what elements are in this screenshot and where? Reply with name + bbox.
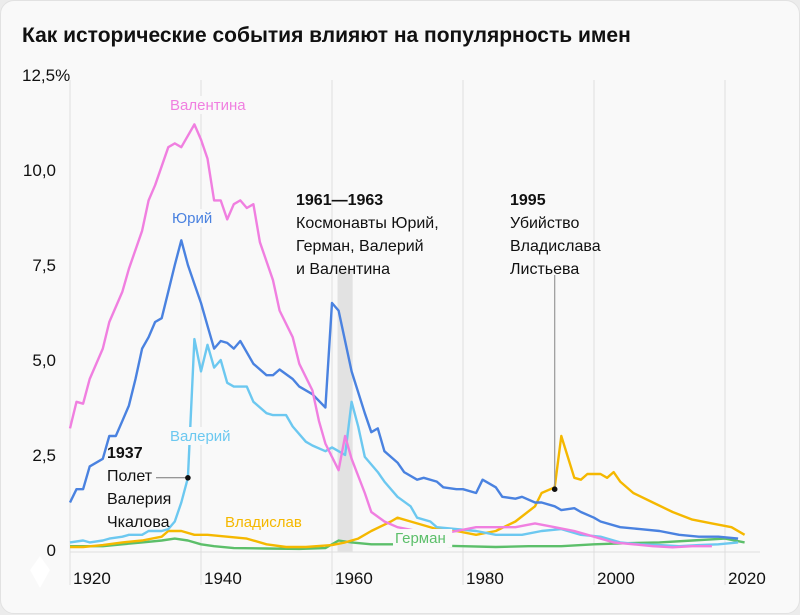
y-tick-label: 2,5 xyxy=(32,446,56,465)
annotations: 1937 Полет Валерия Чкалова 1961—1963 Космонав… xyxy=(107,192,601,531)
cosmonauts-band xyxy=(337,270,353,552)
y-tick-label: 5,0 xyxy=(32,351,56,370)
label-bg xyxy=(168,427,237,445)
gridlines xyxy=(69,80,760,585)
annotation-year: 1995 xyxy=(510,192,546,209)
annotation-band xyxy=(337,270,353,552)
label-bg xyxy=(170,209,211,227)
label-bg xyxy=(168,96,255,114)
series-line-Валерий xyxy=(69,337,739,548)
x-tick-label: 1960 xyxy=(335,569,373,588)
logo-icon xyxy=(30,556,50,588)
series-label: Владислав xyxy=(225,514,302,531)
y-tick-label: 0 xyxy=(47,541,56,560)
x-tick-label: 2020 xyxy=(728,569,766,588)
annotation-text: Убийство xyxy=(510,215,580,232)
annotation-text: Валерия xyxy=(107,491,171,508)
series-label: Валерий xyxy=(170,428,231,445)
x-tick-label: 1980 xyxy=(466,569,504,588)
annotation-text: Герман, Валерий xyxy=(296,238,424,255)
annotation-text: Владислава xyxy=(510,238,601,255)
y-tick-label: 10,0 xyxy=(23,161,56,180)
annotation-marker xyxy=(185,475,191,481)
label-bg xyxy=(223,513,310,531)
series-label: Валентина xyxy=(170,97,246,114)
annotation-year: 1937 xyxy=(107,445,143,462)
annotation-text: Космонавты Юрий, xyxy=(296,215,439,232)
series-lines xyxy=(68,123,746,551)
annotation-text: Чкалова xyxy=(107,514,170,531)
annotation-marker xyxy=(551,486,558,493)
label-bg xyxy=(393,529,453,547)
y-tick-label: 12,5% xyxy=(22,66,70,85)
chart-title: Как исторические события влияют на попул… xyxy=(22,24,631,47)
annotation-text: и Валентина xyxy=(296,261,390,278)
x-tick-label: 1940 xyxy=(204,569,242,588)
x-tick-label: 2000 xyxy=(597,569,635,588)
series-label: Юрий xyxy=(172,210,212,227)
series-labels: Валентина Юрий Валерий Владислав Герман xyxy=(168,96,453,547)
series-line-Валентина xyxy=(68,123,712,549)
annotation-text: Полет xyxy=(107,468,153,485)
series-line-Юрий xyxy=(68,239,739,540)
x-tick-label: 1920 xyxy=(73,569,111,588)
y-tick-label: 7,5 xyxy=(32,256,56,275)
axis-ticks: 1920 1940 1960 1980 2000 2020 0 2,5 5,0 7,5 10,0 12… xyxy=(22,66,766,588)
series-label: Герман xyxy=(395,530,446,547)
annotation-text: Листьева xyxy=(510,261,579,278)
annotation-year: 1961—1963 xyxy=(296,192,383,209)
